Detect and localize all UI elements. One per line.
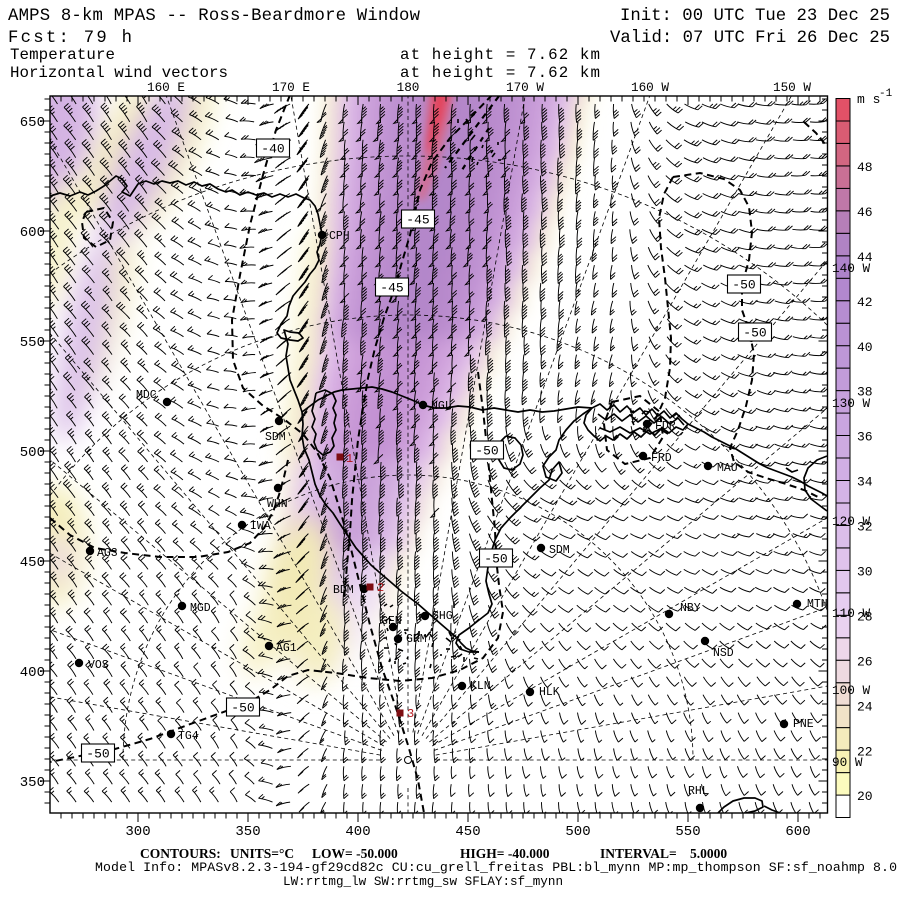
svg-text:PNE: PNE [793, 718, 814, 731]
svg-text:550: 550 [675, 824, 700, 840]
svg-text:24: 24 [857, 699, 873, 714]
svg-text:Init: 00 UTC Tue 23 Dec 25: Init: 00 UTC Tue 23 Dec 25 [620, 7, 890, 26]
svg-text:36: 36 [857, 430, 873, 445]
svg-text:HIGH= -40.000: HIGH= -40.000 [460, 846, 550, 861]
svg-text:48: 48 [857, 160, 873, 175]
svg-text:500: 500 [20, 445, 45, 461]
svg-text:at height = 7.62 km: at height = 7.62 km [400, 64, 600, 82]
svg-text:SDM: SDM [265, 431, 286, 444]
svg-text:m s: m s [857, 92, 880, 107]
svg-text:22: 22 [857, 744, 873, 759]
svg-text:300: 300 [125, 824, 150, 840]
svg-text:NBY: NBY [680, 602, 701, 615]
svg-text:CPH: CPH [329, 230, 350, 243]
svg-text:350: 350 [20, 775, 45, 791]
svg-text:-50: -50 [86, 747, 109, 762]
svg-text:AG1: AG1 [276, 642, 297, 655]
svg-text:-50: -50 [231, 701, 254, 716]
svg-text:-50: -50 [475, 444, 498, 459]
svg-text:AMPS 8-km MPAS -- Ross-Beardmo: AMPS 8-km MPAS -- Ross-Beardmore Window [8, 7, 421, 26]
svg-text:34: 34 [857, 475, 873, 490]
svg-text:WHN: WHN [267, 498, 288, 511]
svg-text:-45: -45 [406, 213, 429, 228]
svg-text:30: 30 [857, 565, 873, 580]
svg-text:Temperature: Temperature [10, 46, 115, 64]
svg-text:at height = 7.62 km: at height = 7.62 km [400, 46, 600, 64]
svg-text:550: 550 [20, 335, 45, 351]
svg-text:20: 20 [857, 789, 873, 804]
svg-text:Horizontal wind vectors: Horizontal wind vectors [10, 64, 228, 82]
svg-text:FRD: FRD [651, 452, 672, 465]
svg-text:450: 450 [455, 824, 480, 840]
svg-text:CONTOURS:: CONTOURS: [140, 846, 221, 861]
svg-text:-50: -50 [484, 552, 507, 567]
svg-text:SDM: SDM [549, 544, 570, 557]
svg-text:-1: -1 [879, 88, 893, 100]
svg-text:600: 600 [785, 824, 810, 840]
svg-text:IWA: IWA [250, 520, 271, 533]
svg-text:MAU: MAU [717, 462, 738, 475]
svg-text:-40: -40 [261, 142, 284, 157]
svg-text:600: 600 [20, 225, 45, 241]
svg-text:170 E: 170 E [272, 80, 310, 95]
svg-text:2: 2 [377, 581, 384, 595]
svg-text:LW:rrtmg_lw SW:rrtmg_sw SFLAY:: LW:rrtmg_lw SW:rrtmg_sw SFLAY:sf_mynn [283, 875, 563, 889]
svg-text:FDR: FDR [655, 420, 676, 433]
svg-text:KLN: KLN [470, 680, 491, 693]
svg-text:40: 40 [857, 340, 873, 355]
svg-text:RHL: RHL [688, 785, 709, 798]
svg-text:350: 350 [235, 824, 260, 840]
svg-text:UNITS=°C: UNITS=°C [230, 846, 294, 861]
svg-text:400: 400 [345, 824, 370, 840]
svg-text:-45: -45 [380, 281, 403, 296]
svg-text:MDC: MDC [136, 389, 157, 402]
svg-text:5.0000: 5.0000 [690, 846, 727, 861]
svg-text:110 W: 110 W [832, 606, 870, 621]
svg-text:-50: -50 [732, 278, 755, 293]
svg-text:400: 400 [20, 665, 45, 681]
svg-text:TG4: TG4 [178, 730, 199, 743]
svg-text:26: 26 [857, 654, 873, 669]
svg-text:VOS: VOS [88, 659, 109, 672]
svg-text:AG3: AG3 [97, 547, 118, 560]
svg-text:180: 180 [397, 80, 420, 95]
svg-text:120 W: 120 W [832, 514, 870, 529]
svg-text:450: 450 [20, 555, 45, 571]
svg-text:3: 3 [407, 707, 414, 721]
svg-text:160 W: 160 W [631, 80, 669, 95]
svg-text:-50: -50 [743, 326, 766, 341]
svg-text:SHG: SHG [432, 610, 453, 623]
svg-text:BDM: BDM [333, 584, 354, 597]
svg-text:32: 32 [857, 520, 873, 535]
svg-text:150 W: 150 W [773, 80, 811, 95]
svg-text:MGD: MGD [190, 602, 211, 615]
svg-text:HLK: HLK [539, 686, 560, 699]
svg-text:160 E: 160 E [147, 80, 185, 95]
svg-text:500: 500 [565, 824, 590, 840]
svg-text:650: 650 [20, 115, 45, 131]
svg-text:Model Info: MPASv8.2.3-194-gf2: Model Info: MPASv8.2.3-194-gf29cd82c CU:… [95, 860, 897, 875]
svg-text:NSD: NSD [713, 647, 734, 660]
svg-text:170 W: 170 W [506, 80, 544, 95]
svg-text:44: 44 [857, 250, 873, 265]
svg-text:38: 38 [857, 385, 873, 400]
svg-text:140 W: 140 W [832, 261, 870, 276]
svg-text:46: 46 [857, 205, 873, 220]
svg-text:1: 1 [346, 452, 353, 466]
svg-text:NGL: NGL [431, 400, 452, 413]
svg-text:LOW= -50.000: LOW= -50.000 [312, 846, 398, 861]
svg-text:MTH: MTH [807, 598, 828, 611]
svg-text:42: 42 [857, 295, 873, 310]
svg-text:130 W: 130 W [832, 396, 870, 411]
svg-text:GFN: GFN [381, 615, 402, 628]
svg-text:28: 28 [857, 609, 873, 624]
svg-text:Valid: 07 UTC Fri 26 Dec 25: Valid: 07 UTC Fri 26 Dec 25 [610, 29, 890, 48]
svg-text:INTERVAL=: INTERVAL= [600, 846, 677, 861]
svg-text:GRM: GRM [406, 633, 427, 646]
svg-text:90 W: 90 W [832, 755, 863, 770]
svg-text:100 W: 100 W [832, 683, 870, 698]
